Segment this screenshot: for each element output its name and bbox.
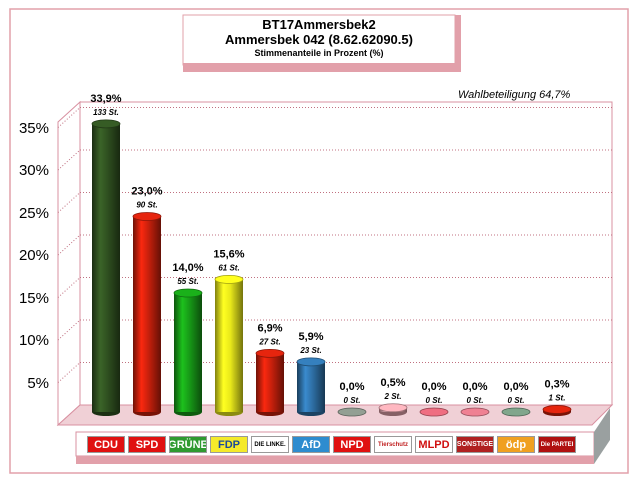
party-logo: SONSTIGE [456, 436, 494, 453]
party-logo: Die PARTEI [538, 436, 576, 453]
bar-votes-label: 0 St. [467, 396, 484, 405]
bar-value-label: 5,9% [298, 331, 323, 343]
bar-votes-label: 27 St. [258, 337, 280, 346]
bar-0 [91, 119, 121, 416]
bar-9 [460, 407, 490, 417]
bar-value-label: 6,9% [257, 322, 282, 334]
title-box-base [183, 63, 455, 72]
bar-votes-label: 2 St. [384, 392, 402, 401]
party-logo: ödp [497, 436, 535, 453]
y-tick-30: 30% [18, 162, 49, 179]
gridline-side [57, 192, 81, 213]
bar-11 [542, 405, 572, 416]
bar-votes-label: 0 St. [426, 396, 443, 405]
bar-votes-label: 61 St. [218, 263, 239, 272]
y-tick-20: 20% [18, 247, 49, 264]
bar-2 [173, 288, 203, 416]
plot-left-wall [57, 100, 81, 427]
gridline-side [57, 234, 81, 256]
y-tick-25: 25% [18, 205, 49, 222]
bar-value-label: 14,0% [172, 262, 203, 274]
party-logo: MLPD [415, 436, 453, 453]
bar-value-label: 0,5% [380, 377, 405, 389]
bar-7 [378, 403, 408, 416]
chart-title: BT17Ammersbek2 [262, 17, 376, 32]
y-tick-5: 5% [27, 375, 49, 392]
chart-subtitle: Ammersbek 042 (8.62.62090.5) [225, 32, 413, 47]
bar-8 [419, 407, 449, 417]
bar-votes-label: 1 St. [549, 393, 566, 402]
bar-votes-label: 0 St. [344, 396, 361, 405]
bar-value-label: 0,0% [462, 381, 487, 393]
gridlines [57, 107, 612, 383]
bar-votes-label: 0 St. [508, 396, 525, 405]
title-box: BT17Ammersbek2 Ammersbek 042 (8.62.62090… [183, 15, 455, 65]
party-logo: NPD [333, 436, 371, 453]
outer-frame [9, 8, 629, 474]
party-logo: AfD [292, 436, 330, 453]
bar-10 [501, 407, 531, 417]
bar-votes-label: 23 St. [299, 346, 321, 355]
bar-value-label: 0,0% [503, 381, 528, 393]
gridline-side [57, 362, 81, 383]
bar-value-label: 23,0% [131, 186, 162, 198]
party-logo: FDP [210, 436, 248, 453]
bar-4 [255, 348, 285, 416]
y-tick-15: 15% [18, 290, 49, 307]
gridline-side [57, 107, 81, 128]
bar-value-label: 15,6% [213, 248, 244, 260]
gridline-side [57, 149, 81, 171]
y-tick-10: 10% [18, 332, 49, 349]
chart-caption: Stimmenanteile in Prozent (%) [254, 48, 384, 58]
bar-votes-label: 90 St. [136, 201, 157, 210]
title-box-side [455, 15, 461, 72]
logo-strip-base [76, 456, 594, 464]
bar-6 [337, 407, 367, 417]
party-logo: Tierschutz [374, 436, 412, 453]
bar-votes-label: 55 St. [177, 277, 198, 286]
bars-group [91, 119, 572, 417]
bar-value-label: 0,0% [339, 381, 364, 393]
bar-value-label: 0,3% [544, 378, 569, 390]
party-logo: CDU [87, 436, 125, 453]
gridline-side [57, 277, 81, 298]
party-logo: GRÜNE [169, 436, 207, 453]
turnout-label: Wahlbeteiligung 64,7% [458, 89, 571, 101]
bar-5 [296, 357, 326, 416]
bar-votes-label: 133 St. [93, 108, 119, 117]
bar-1 [132, 212, 162, 416]
y-tick-35: 35% [18, 120, 49, 137]
party-logo: DIE LINKE. [251, 436, 289, 453]
bar-value-label: 0,0% [421, 381, 446, 393]
bar-labels-group: 33,9% 133 St. 23,0% 90 St. 14,0% 55 St. 15,6% 6… [90, 93, 569, 405]
bar-value-label: 33,9% [90, 93, 121, 105]
bar-3 [214, 274, 244, 416]
gridline-side [57, 319, 81, 341]
logo-strip-side [594, 408, 610, 464]
party-logo: SPD [128, 436, 166, 453]
